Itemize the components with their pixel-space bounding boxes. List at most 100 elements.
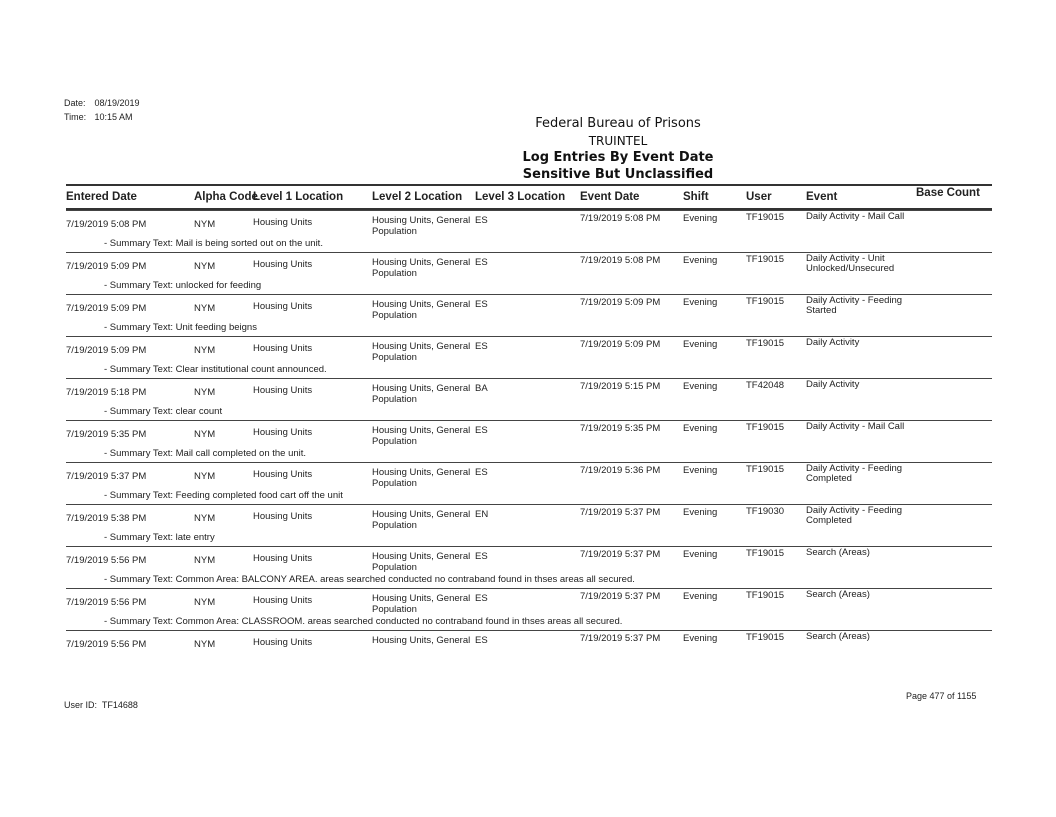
event: Daily Activity bbox=[806, 337, 860, 348]
event: Search (Areas) bbox=[806, 589, 870, 600]
level3-location: ES bbox=[475, 257, 488, 268]
level3-location: ES bbox=[475, 551, 488, 562]
alpha-code: NYM bbox=[194, 597, 216, 608]
summary-row: - Summary Text: Mail is being sorted out… bbox=[66, 235, 992, 252]
level2-location: Housing Units, General bbox=[372, 467, 471, 478]
event-cont: Unlocked/Unsecured bbox=[806, 263, 895, 274]
level2-location: Housing Units, General bbox=[372, 215, 471, 226]
system-title: TRUINTEL bbox=[588, 134, 648, 148]
level2-location-cont: Population bbox=[372, 352, 417, 363]
classification: Sensitive But Unclassified bbox=[522, 167, 714, 182]
event-date: 7/19/2019 5:15 PM bbox=[580, 381, 661, 392]
level2-location: Housing Units, General bbox=[372, 299, 471, 310]
level3-location: BA bbox=[475, 383, 488, 394]
summary-row: - Summary Text: Unit feeding beigns bbox=[66, 319, 992, 336]
level2-location-cont: Population bbox=[372, 226, 417, 237]
summary-row: - Summary Text: clear count bbox=[66, 403, 992, 420]
level2-location-cont: Population bbox=[372, 436, 417, 447]
column-header: User bbox=[746, 191, 772, 203]
table-row: 7/19/2019 5:09 PM NYM Housing Units Housing… bbox=[66, 336, 992, 363]
user: TF19015 bbox=[746, 632, 785, 643]
page-number: Page 477 of 1155 bbox=[906, 691, 977, 701]
report-time: Time: 10:15 AM bbox=[64, 112, 133, 122]
alpha-code: NYM bbox=[194, 471, 216, 482]
user: TF19015 bbox=[746, 296, 785, 307]
table-row: 7/19/2019 5:35 PM NYM Housing Units Housing… bbox=[66, 420, 992, 447]
entered-date: 7/19/2019 5:18 PM bbox=[66, 387, 147, 398]
event: Daily Activity - Mail Call bbox=[806, 421, 905, 432]
log-table: Entered Date Alpha Code Level 1 Location Le… bbox=[66, 184, 992, 655]
level2-location: Housing Units, General bbox=[372, 257, 471, 268]
column-header: Level 1 Location bbox=[253, 191, 344, 203]
level3-location: ES bbox=[475, 593, 488, 604]
table-row: 7/19/2019 5:56 PM NYM Housing Units Housing… bbox=[66, 630, 992, 655]
event: Daily Activity bbox=[806, 379, 860, 390]
level2-location-cont: Population bbox=[372, 520, 417, 531]
level1-location: Housing Units bbox=[253, 385, 313, 396]
level3-location: ES bbox=[475, 635, 488, 646]
shift: Evening bbox=[683, 339, 718, 350]
level1-location: Housing Units bbox=[253, 259, 313, 270]
event-cont: Completed bbox=[806, 473, 852, 484]
column-header: Level 3 Location bbox=[475, 191, 566, 203]
user-id: User ID: TF14688 bbox=[64, 700, 138, 710]
level3-location: EN bbox=[475, 509, 489, 520]
agency-title: Federal Bureau of Prisons bbox=[535, 116, 701, 131]
table-row: 7/19/2019 5:08 PM NYM Housing Units Housing… bbox=[66, 210, 992, 237]
alpha-code: NYM bbox=[194, 513, 216, 524]
level2-location: Housing Units, General bbox=[372, 341, 471, 352]
alpha-code: NYM bbox=[194, 261, 216, 272]
user: TF19015 bbox=[746, 254, 785, 265]
summary-row: - Summary Text: late entry bbox=[66, 529, 992, 546]
event: Daily Activity - Feeding bbox=[806, 463, 903, 474]
level1-location: Housing Units bbox=[253, 469, 313, 480]
level3-location: ES bbox=[475, 467, 488, 478]
event-date: 7/19/2019 5:37 PM bbox=[580, 549, 661, 560]
level2-location-cont: Population bbox=[372, 268, 417, 279]
column-header: Event Date bbox=[580, 191, 640, 203]
alpha-code: NYM bbox=[194, 303, 216, 314]
event-date: 7/19/2019 5:09 PM bbox=[580, 297, 661, 308]
user: TF19030 bbox=[746, 506, 785, 517]
event: Daily Activity - Unit bbox=[806, 253, 885, 264]
event-date: 7/19/2019 5:37 PM bbox=[580, 507, 661, 518]
entered-date: 7/19/2019 5:09 PM bbox=[66, 303, 147, 314]
summary-text: - Summary Text: Clear institutional coun… bbox=[104, 364, 327, 375]
level1-location: Housing Units bbox=[253, 637, 313, 648]
event: Daily Activity - Feeding bbox=[806, 505, 903, 516]
summary-text: - Summary Text: Feeding completed food c… bbox=[104, 490, 343, 501]
user: TF19015 bbox=[746, 464, 785, 475]
level3-location: ES bbox=[475, 341, 488, 352]
event-date: 7/19/2019 5:37 PM bbox=[580, 633, 661, 644]
summary-text: - Summary Text: unlocked for feeding bbox=[104, 280, 262, 291]
event: Daily Activity - Mail Call bbox=[806, 211, 905, 222]
table-row: 7/19/2019 5:38 PM NYM Housing Units Housing… bbox=[66, 504, 992, 531]
level2-location: Housing Units, General bbox=[372, 593, 471, 604]
summary-text: - Summary Text: Common Area: BALCONY ARE… bbox=[104, 574, 635, 585]
user: TF19015 bbox=[746, 338, 785, 349]
level1-location: Housing Units bbox=[253, 553, 313, 564]
level1-location: Housing Units bbox=[253, 343, 313, 354]
report-date: Date: 08/19/2019 bbox=[64, 98, 140, 108]
summary-row: - Summary Text: Mail call completed on t… bbox=[66, 445, 992, 462]
column-header: Event bbox=[806, 191, 838, 203]
event-date: 7/19/2019 5:09 PM bbox=[580, 339, 661, 350]
table-row: 7/19/2019 5:09 PM NYM Housing Units Housing… bbox=[66, 252, 992, 279]
column-header: Entered Date bbox=[66, 191, 137, 203]
entered-date: 7/19/2019 5:56 PM bbox=[66, 555, 147, 566]
user: TF19015 bbox=[746, 212, 785, 223]
event-date: 7/19/2019 5:37 PM bbox=[580, 591, 661, 602]
level2-location: Housing Units, General bbox=[372, 635, 471, 646]
user: TF42048 bbox=[746, 380, 785, 391]
level1-location: Housing Units bbox=[253, 301, 313, 312]
shift: Evening bbox=[683, 297, 718, 308]
level3-location: ES bbox=[475, 299, 488, 310]
shift: Evening bbox=[683, 465, 718, 476]
shift: Evening bbox=[683, 549, 718, 560]
alpha-code: NYM bbox=[194, 429, 216, 440]
entered-date: 7/19/2019 5:09 PM bbox=[66, 261, 147, 272]
event-cont: Started bbox=[806, 305, 837, 316]
entered-date: 7/19/2019 5:37 PM bbox=[66, 471, 147, 482]
event: Search (Areas) bbox=[806, 547, 870, 558]
event-date: 7/19/2019 5:35 PM bbox=[580, 423, 661, 434]
